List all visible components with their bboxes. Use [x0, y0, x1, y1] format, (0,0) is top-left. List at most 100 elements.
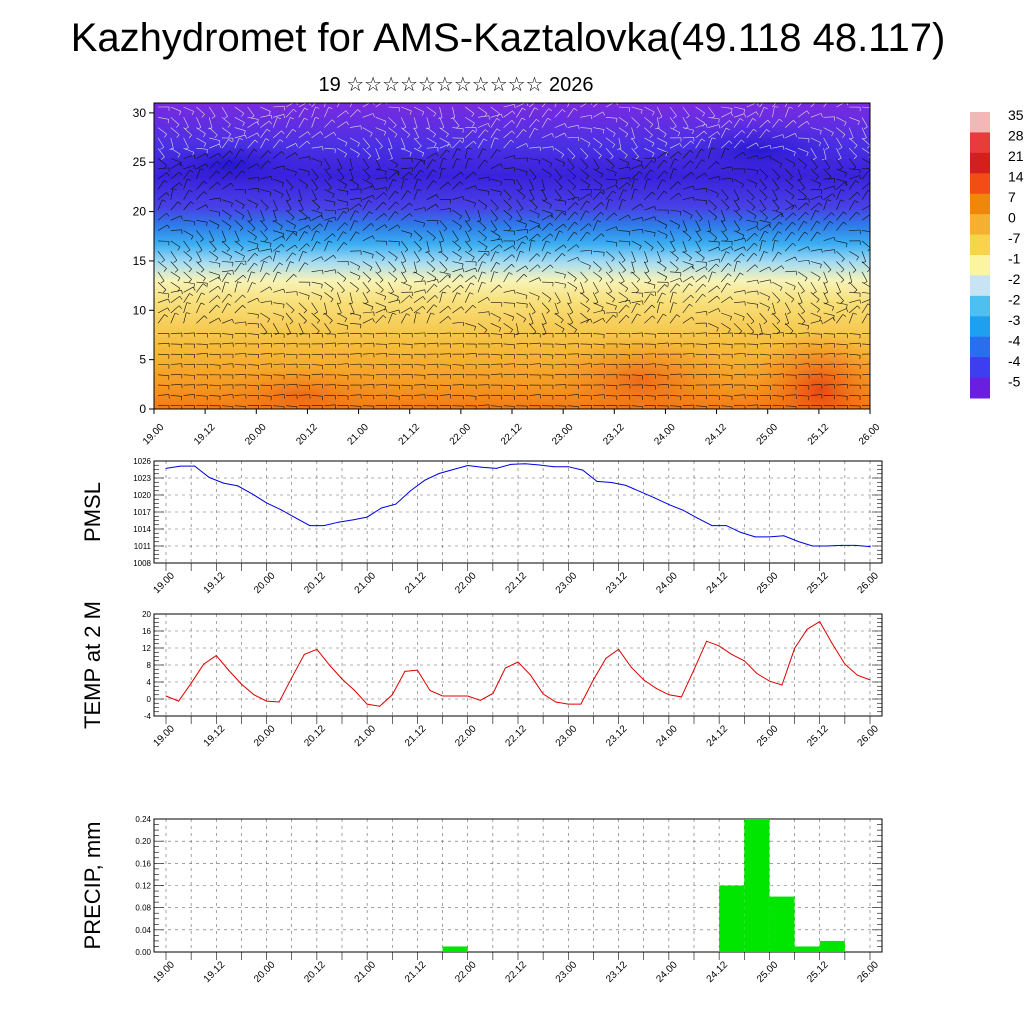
wind-barb — [477, 123, 489, 128]
wind-barb — [656, 240, 665, 250]
wind-barb — [349, 203, 360, 211]
wind-barb-flag — [481, 281, 486, 284]
wind-barb — [733, 139, 742, 149]
wind-barb — [797, 363, 809, 365]
wind-barb — [785, 270, 797, 273]
wind-barb — [337, 178, 347, 186]
wind-barb-flag — [268, 111, 271, 116]
wind-barb-flag — [711, 137, 716, 140]
wind-barb — [503, 312, 514, 318]
wind-barb-flag — [418, 145, 422, 149]
wind-barb — [516, 129, 524, 139]
wind-barb — [349, 147, 360, 155]
wind-barb-flag — [189, 169, 194, 173]
wind-barb-flag — [659, 301, 664, 304]
wind-barb — [324, 107, 329, 118]
wind-barb — [759, 220, 771, 224]
wind-barb — [324, 147, 336, 150]
wind-barb — [465, 395, 477, 397]
wind-barb — [464, 292, 470, 303]
wind-barb — [452, 127, 464, 130]
wind-barb — [196, 343, 208, 345]
wind-barb — [183, 302, 188, 314]
temp2m-point — [328, 664, 330, 666]
x-tick-label: 25.12 — [805, 570, 831, 596]
wind-barb-flag — [716, 295, 720, 300]
pmsl-point — [395, 503, 397, 505]
wind-barb-flag — [537, 233, 541, 238]
wind-barb-flag — [384, 296, 387, 301]
wind-barb — [503, 405, 515, 407]
wind-barb-flag — [716, 327, 719, 332]
wind-barb-flag — [384, 121, 387, 126]
wind-barb-flag — [846, 304, 848, 309]
wind-barb — [336, 302, 342, 313]
wind-barb — [529, 146, 541, 149]
wind-barb — [183, 271, 192, 280]
wind-barb-flag — [823, 292, 828, 295]
wind-barb — [772, 199, 780, 209]
wind-barb-flag — [654, 216, 657, 221]
pmsl-point — [740, 531, 742, 533]
wind-barb-flag — [345, 142, 348, 147]
wind-barb — [221, 139, 229, 149]
wind-barb — [746, 168, 758, 171]
wind-barb — [580, 137, 591, 144]
pmsl-point — [352, 519, 354, 521]
wind-barb — [541, 222, 551, 231]
wind-barb — [426, 230, 436, 238]
wind-barb — [234, 240, 244, 249]
wind-barb — [810, 394, 822, 396]
wind-barb — [490, 209, 499, 219]
wind-barb — [260, 128, 268, 139]
wind-barb-flag — [702, 283, 707, 288]
x-tick-label: 19.00 — [151, 723, 177, 749]
wind-barb — [823, 317, 834, 324]
wind-barb-flag — [357, 143, 360, 147]
wind-barb — [541, 214, 552, 221]
wind-barb — [733, 290, 745, 293]
wind-barb — [810, 168, 819, 177]
wind-barb — [592, 220, 598, 231]
wind-barb-flag — [252, 282, 256, 285]
wind-barb — [708, 373, 720, 376]
wind-barb-flag — [348, 168, 353, 171]
wind-barb — [260, 286, 270, 293]
wind-barb — [170, 363, 182, 365]
y-tick-label: 20 — [142, 610, 151, 619]
wind-barb-flag — [769, 155, 772, 160]
wind-barb — [733, 246, 745, 252]
wind-barb-flag — [267, 160, 272, 164]
wind-barb — [593, 343, 605, 345]
wind-barb-flag — [782, 134, 785, 139]
wind-barb — [554, 292, 561, 303]
warm-core-west — [220, 365, 380, 409]
wind-barb-flag — [663, 190, 668, 194]
wind-barb-flag — [346, 191, 349, 196]
wind-barb — [183, 281, 195, 284]
wind-barb — [298, 217, 310, 221]
wind-barb-flag — [717, 285, 720, 290]
wind-barb-flag — [633, 146, 638, 150]
wind-barb-flag — [293, 225, 296, 230]
wind-barb — [541, 292, 552, 300]
wind-barb — [618, 106, 630, 109]
wind-barb — [272, 250, 277, 262]
wind-barb — [746, 323, 755, 332]
wind-barb — [516, 292, 528, 296]
wind-barb — [695, 332, 707, 334]
wind-barb-flag — [472, 123, 475, 127]
wind-barb — [554, 343, 566, 345]
wind-barb — [733, 113, 745, 118]
wind-barb — [605, 250, 615, 259]
wind-barb-flag — [843, 211, 847, 215]
wind-barb-flag — [639, 171, 643, 175]
wind-barb-flag — [624, 154, 628, 159]
wind-barb-flag — [332, 194, 335, 199]
wind-barb — [785, 256, 796, 262]
wind-barb-flag — [511, 120, 515, 124]
wind-barb — [260, 106, 271, 112]
wind-barb — [554, 253, 563, 262]
wind-barb — [580, 223, 589, 231]
wind-barb — [797, 292, 803, 303]
